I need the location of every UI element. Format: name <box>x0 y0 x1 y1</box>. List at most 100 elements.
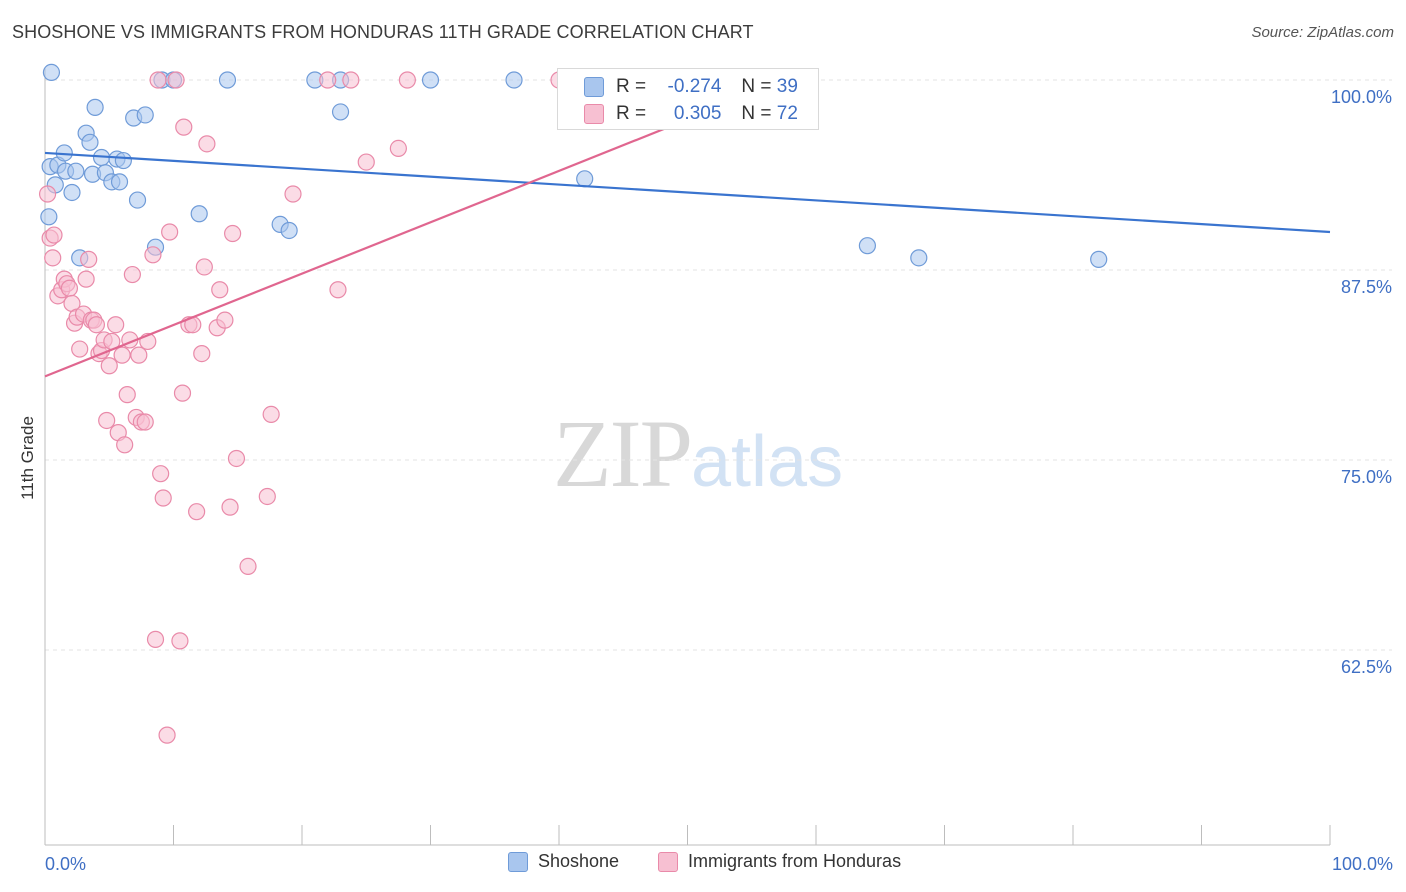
honduras-point <box>239 557 257 576</box>
honduras-point <box>87 316 106 334</box>
honduras-point <box>167 71 185 89</box>
n-label: N = <box>741 103 772 124</box>
honduras-point <box>398 71 416 89</box>
shoshone-trend-line <box>44 151 1331 234</box>
shoshone-point <box>86 98 104 116</box>
honduras-point <box>211 281 229 299</box>
legend-label: Shoshone <box>538 851 620 871</box>
shoshone-point <box>190 205 208 223</box>
legend-label: Immigrants from Honduras <box>688 851 902 871</box>
honduras-point <box>175 118 193 136</box>
honduras-point <box>329 281 347 299</box>
watermark-atlas: atlas <box>691 422 844 502</box>
shoshone-point <box>110 173 129 191</box>
honduras-point <box>107 316 125 334</box>
r-label: R = <box>616 76 647 97</box>
bottom-legend: Shoshone Immigrants from Honduras <box>0 851 1406 879</box>
y-tick-label: 75.0% <box>1341 467 1392 487</box>
honduras-point <box>38 185 57 203</box>
y-tick-label: 100.0% <box>1331 87 1392 107</box>
shoshone-point <box>42 63 61 82</box>
honduras-point <box>130 346 148 364</box>
n-label: N = <box>741 76 772 97</box>
honduras-point <box>262 405 280 423</box>
honduras-point <box>357 153 375 171</box>
honduras-point <box>45 226 63 244</box>
shoshone-point <box>576 170 594 188</box>
honduras-point <box>188 503 206 521</box>
y-tick-label: 62.5% <box>1341 657 1392 677</box>
legend-swatch-honduras <box>658 851 678 872</box>
legend-swatch-shoshone <box>508 851 528 872</box>
honduras-point <box>221 498 239 516</box>
honduras-point <box>224 224 242 243</box>
honduras-point <box>71 340 89 358</box>
shoshone-point <box>505 71 523 89</box>
honduras-point <box>161 223 179 241</box>
source-label: Source: ZipAtlas.com <box>1251 24 1394 41</box>
honduras-point <box>123 265 141 284</box>
watermark-zip: ZIP <box>553 400 693 507</box>
legend-item-shoshone: Shoshone <box>508 851 619 872</box>
honduras-point <box>198 135 216 153</box>
honduras-point <box>158 726 176 744</box>
shoshone-point <box>910 249 928 267</box>
n-value: 72 <box>776 103 798 124</box>
shoshone-point <box>421 71 440 89</box>
honduras-point <box>80 250 98 268</box>
r-label: R = <box>616 103 647 124</box>
honduras-point <box>284 185 302 203</box>
shoshone-point <box>1090 250 1108 268</box>
shoshone-point <box>331 103 350 121</box>
shoshone-point <box>63 183 81 202</box>
honduras-point <box>319 71 337 89</box>
stats-row-shoshone: R = -0.274 N = 39 <box>558 73 798 101</box>
shoshone-point <box>136 106 154 124</box>
shoshone-swatch <box>584 77 604 97</box>
shoshone-point <box>858 237 877 255</box>
honduras-point <box>113 346 131 364</box>
n-value: 39 <box>776 76 798 97</box>
shoshone-point <box>40 208 58 226</box>
honduras-point <box>171 632 189 650</box>
r-value: 0.305 <box>673 103 722 124</box>
honduras-swatch <box>584 104 604 124</box>
shoshone-point <box>280 221 298 240</box>
honduras-point <box>154 489 172 507</box>
honduras-point <box>77 270 95 288</box>
shoshone-point <box>114 151 132 170</box>
honduras-point <box>118 386 136 404</box>
honduras-point <box>227 449 246 468</box>
shoshone-point <box>67 162 85 180</box>
x-tick-label: 0.0% <box>45 854 86 874</box>
stats-legend-box: R = -0.274 N = 39 R = 0.305 N = 72 <box>557 68 819 130</box>
shoshone-point <box>218 71 237 89</box>
honduras-point <box>195 258 213 276</box>
watermark: ZIPatlas <box>553 398 843 509</box>
x-tick-label: 100.0% <box>1332 854 1393 874</box>
honduras-point <box>193 345 211 363</box>
honduras-point <box>60 279 79 297</box>
honduras-point <box>342 71 360 89</box>
honduras-point <box>152 465 170 483</box>
legend-item-honduras: Immigrants from Honduras <box>658 851 901 872</box>
honduras-point <box>258 487 276 506</box>
honduras-point <box>146 630 165 648</box>
honduras-point <box>216 311 234 329</box>
y-axis-label: 11th Grade <box>18 416 37 500</box>
honduras-point <box>44 249 62 267</box>
shoshone-point <box>81 133 99 151</box>
honduras-point <box>173 384 192 402</box>
honduras-point <box>98 411 116 430</box>
honduras-point <box>100 357 118 375</box>
honduras-trend-line <box>44 118 688 378</box>
y-tick-label: 87.5% <box>1341 277 1392 297</box>
honduras-point <box>144 246 162 264</box>
honduras-point <box>149 71 167 89</box>
stats-row-honduras: R = 0.305 N = 72 <box>558 100 798 128</box>
chart-title: SHOSHONE VS IMMIGRANTS FROM HONDURAS 11T… <box>12 22 754 42</box>
honduras-point <box>116 436 134 454</box>
r-value: -0.274 <box>667 76 722 97</box>
honduras-point <box>136 413 154 431</box>
